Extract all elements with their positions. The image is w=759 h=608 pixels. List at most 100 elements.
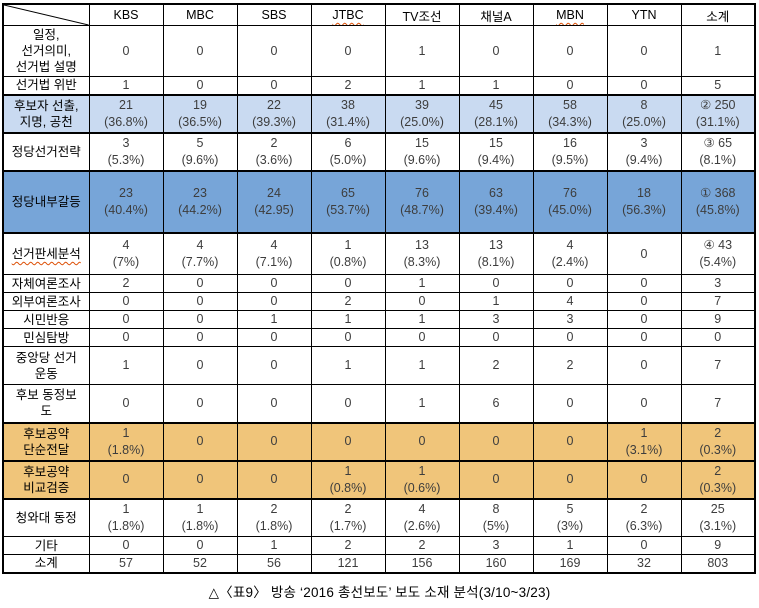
- cell-MBN: 3: [532, 310, 608, 329]
- cell-JTBC: 2: [310, 292, 386, 311]
- row-label: 중앙당 선거 운동: [2, 346, 90, 385]
- cell-채널A: 160: [458, 554, 534, 573]
- column-header-채널A: 채널A: [458, 3, 534, 26]
- cell-KBS: 1: [88, 76, 164, 95]
- cell-SBS: 56: [236, 554, 312, 573]
- cell-MBC: 0: [162, 292, 238, 311]
- cell-SBS: 0: [236, 459, 312, 500]
- cell-TV조선: 15 (9.6%): [384, 132, 460, 171]
- cell-TV조선: 39 (25.0%): [384, 93, 460, 134]
- table-row: 후보자 선출, 지명, 공천 21 (36.8%) 19 (36.5%) 22 (39…: [2, 93, 756, 134]
- cell-MBC: 0: [162, 384, 238, 423]
- cell-MBN: 76 (45.0%): [532, 169, 608, 234]
- cell-YTN: 0: [606, 274, 682, 293]
- cell-TV조선: 1: [384, 25, 460, 77]
- cell-JTBC: 1: [310, 310, 386, 329]
- column-header-KBS: KBS: [88, 3, 164, 26]
- cell-YTN: 3 (9.4%): [606, 132, 682, 171]
- cell-TV조선: 156: [384, 554, 460, 573]
- row-label-text: 민심탐방: [23, 330, 70, 345]
- cell-채널A: 6: [458, 384, 534, 423]
- column-header-label: KBS: [113, 8, 139, 22]
- column-header-label: 소계: [706, 9, 730, 24]
- table-caption: △〈표9〉 방송 ‘2016 총선보도’ 보도 소재 분석(3/10~3/23): [208, 584, 551, 600]
- cell-TV조선: 1: [384, 76, 460, 95]
- cell-KBS: 1: [88, 346, 164, 385]
- cell-소계: ① 368 (45.8%): [680, 169, 756, 234]
- table-row: 선거판세분석 4 (7%) 4 (7.7%) 4 (7.1%) 1 (0.8%) 13 (…: [2, 232, 756, 275]
- column-header-MBN: MBN: [532, 3, 608, 26]
- cell-MBC: 0: [162, 25, 238, 77]
- cell-KBS: 2: [88, 274, 164, 293]
- cell-TV조선: 0: [384, 328, 460, 347]
- cell-채널A: 3: [458, 310, 534, 329]
- cell-소계: 7: [680, 346, 756, 385]
- row-label-text: 청와대 동정: [15, 510, 77, 525]
- cell-MBN: 4: [532, 292, 608, 311]
- row-label-text: 선거법 위반: [15, 78, 77, 93]
- cell-KBS: 4 (7%): [88, 232, 164, 275]
- cell-SBS: 0: [236, 274, 312, 293]
- cell-MBC: 0: [162, 274, 238, 293]
- row-label-text: 정당내부갈등: [11, 194, 81, 209]
- row-label-text: 소계: [34, 556, 58, 571]
- cell-소계: 5: [680, 76, 756, 95]
- cell-KBS: 0: [88, 292, 164, 311]
- cell-소계: 2 (0.3%): [680, 459, 756, 500]
- cell-SBS: 0: [236, 328, 312, 347]
- cell-YTN: 2 (6.3%): [606, 498, 682, 537]
- cell-TV조선: 13 (8.3%): [384, 232, 460, 275]
- cell-KBS: 0: [88, 384, 164, 423]
- cell-JTBC: 0: [310, 25, 386, 77]
- cell-YTN: 0: [606, 536, 682, 555]
- cell-채널A: 0: [458, 328, 534, 347]
- table-row: 정당내부갈등 23 (40.4%) 23 (44.2%) 24 (42.95) 65 (…: [2, 169, 756, 234]
- cell-JTBC: 2: [310, 76, 386, 95]
- cell-SBS: 0: [236, 421, 312, 462]
- cell-TV조선: 0: [384, 292, 460, 311]
- table-row: 자체여론조사 2 0 0 0 1 0 0 0 3: [2, 274, 756, 293]
- cell-SBS: 0: [236, 346, 312, 385]
- cell-SBS: 4 (7.1%): [236, 232, 312, 275]
- table-row: 선거법 위반 1 0 0 2 1 1 0 0 5: [2, 76, 756, 95]
- row-label-text: 정당선거전략: [11, 144, 81, 159]
- cell-YTN: 8 (25.0%): [606, 93, 682, 134]
- cell-TV조선: 1: [384, 274, 460, 293]
- table-row: 기타 0 0 1 2 2 3 1 0 9: [2, 536, 756, 555]
- cell-MBC: 52: [162, 554, 238, 573]
- row-label-text: 자체여론조사: [11, 276, 81, 291]
- column-header-label: MBN: [556, 8, 584, 22]
- row-label-text: 후보 동정보 도: [15, 388, 77, 419]
- row-label: 민심탐방: [2, 328, 90, 347]
- cell-MBC: 23 (44.2%): [162, 169, 238, 234]
- table-row: 후보공약 비교검증 0 0 0 1 (0.8%) 1 (0.6%) 0 0 0 2 (0.3%): [2, 459, 756, 500]
- row-label: 시민반응: [2, 310, 90, 329]
- cell-YTN: 0: [606, 232, 682, 275]
- cell-YTN: 0: [606, 459, 682, 500]
- cell-채널A: 0: [458, 421, 534, 462]
- column-header-SBS: SBS: [236, 3, 312, 26]
- cell-YTN: 0: [606, 328, 682, 347]
- column-header-label: JTBC: [332, 8, 364, 22]
- cell-YTN: 0: [606, 25, 682, 77]
- header-row: KBS MBC SBS JTBC TV조선 채널A MBN YTN 소계: [2, 3, 756, 26]
- column-header-YTN: YTN: [606, 3, 682, 26]
- corner-diagonal-cell: [2, 3, 90, 26]
- cell-KBS: 1 (1.8%): [88, 421, 164, 462]
- row-label-text: 외부여론조사: [11, 294, 81, 309]
- cell-YTN: 18 (56.3%): [606, 169, 682, 234]
- cell-TV조선: 1 (0.6%): [384, 459, 460, 500]
- row-label: 청와대 동정: [2, 498, 90, 537]
- cell-소계: 2 (0.3%): [680, 421, 756, 462]
- cell-JTBC: 65 (53.7%): [310, 169, 386, 234]
- row-label-text: 시민반응: [23, 312, 70, 327]
- row-label: 후보공약 단순전달: [2, 421, 90, 462]
- row-label: 기타: [2, 536, 90, 555]
- cell-KBS: 0: [88, 536, 164, 555]
- table-row: 청와대 동정 1 (1.8%) 1 (1.8%) 2 (1.8%) 2 (1.7%) 4 …: [2, 498, 756, 537]
- cell-YTN: 0: [606, 310, 682, 329]
- cell-TV조선: 76 (48.7%): [384, 169, 460, 234]
- row-label: 외부여론조사: [2, 292, 90, 311]
- broadcast-coverage-table: KBS MBC SBS JTBC TV조선 채널A MBN YTN 소계 일정, 선거의미, 선…: [2, 3, 756, 574]
